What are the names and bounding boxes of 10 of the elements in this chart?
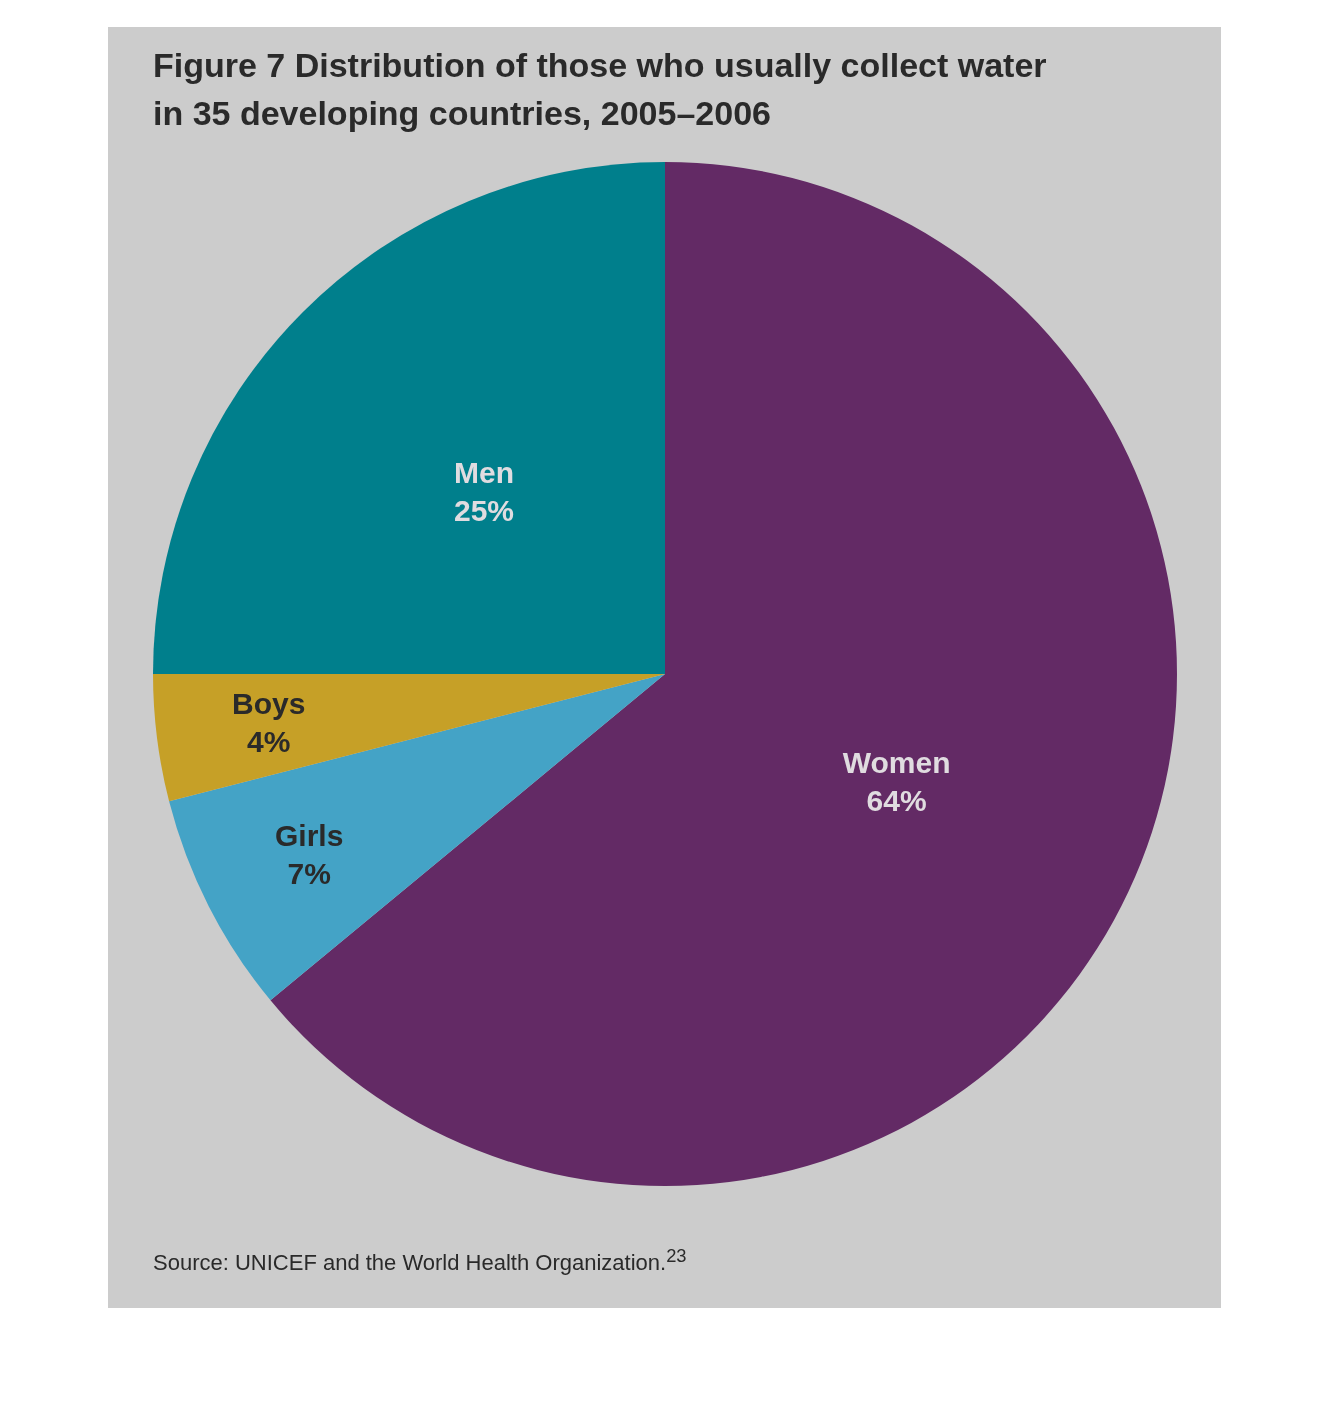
- data-label: 25%: [453, 494, 514, 528]
- slice-label: Men: [453, 456, 514, 490]
- chart-title: Figure 7 Distribution of those who usually collect water in 35 developing countries, 2005–2006: [153, 45, 1048, 134]
- slice-label: Women: [842, 746, 951, 780]
- data-label: 64%: [866, 784, 927, 818]
- slice-label: Girls: [274, 818, 344, 852]
- data-label: 4%: [247, 725, 291, 759]
- source-note: Source: UNICEF and the World Health Organization.$^{23}$: [153, 1245, 687, 1277]
- data-label: 7%: [287, 856, 331, 890]
- slice-label: Boys: [232, 687, 306, 721]
